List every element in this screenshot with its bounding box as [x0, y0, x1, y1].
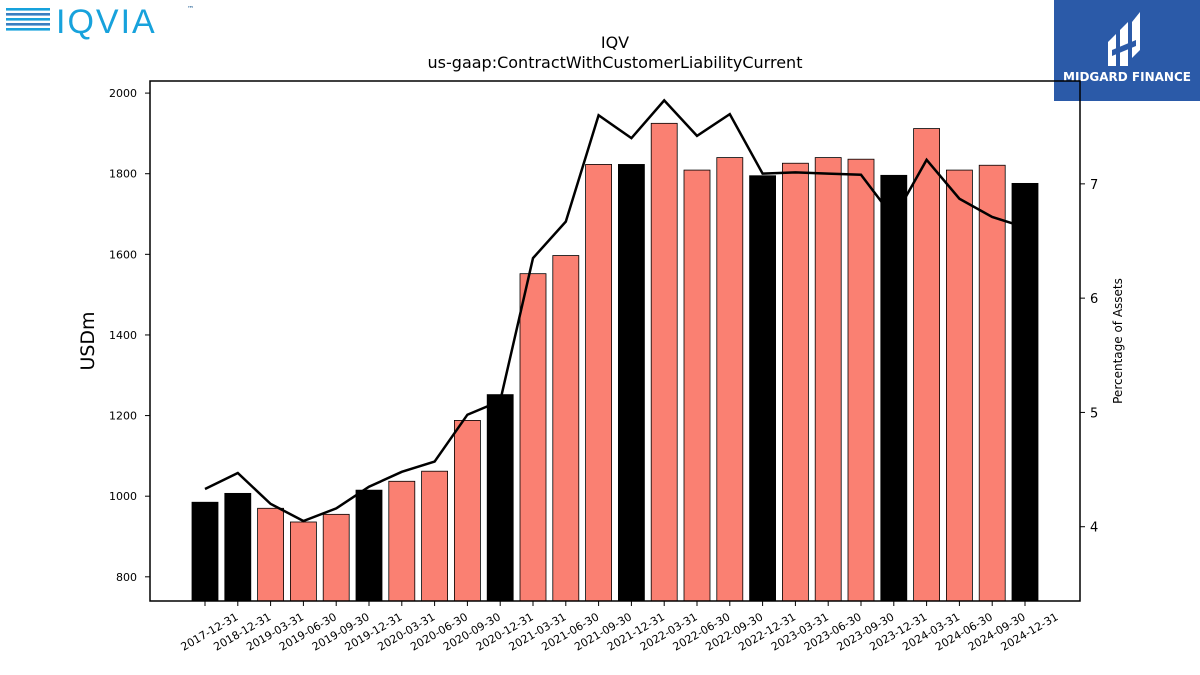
bar-2024-06-30	[946, 169, 973, 602]
bars-group	[191, 122, 1039, 602]
iqvia-lines-icon	[6, 8, 50, 31]
bar-2020-06-30	[421, 470, 449, 602]
iqvia-tm: ™	[187, 5, 194, 13]
bar-2017-12-31	[191, 501, 219, 602]
bar-2024-03-31	[913, 128, 940, 602]
bar-2024-12-31	[1011, 182, 1039, 602]
bar-2023-09-30	[847, 158, 875, 602]
percentage-line	[204, 98, 1026, 523]
line-group	[204, 98, 1026, 523]
bar-2021-06-30	[552, 255, 580, 602]
bar-2018-12-31	[224, 492, 252, 602]
y2-axis-label: Percentage of Assets	[1111, 278, 1125, 404]
bar-2020-09-30	[453, 420, 481, 602]
bar-2024-09-30	[978, 164, 1006, 602]
plot-frame	[149, 80, 1081, 602]
y-axis-label: USDm	[77, 311, 99, 370]
bar-2023-12-31	[880, 174, 908, 602]
y-tick-label: 1800	[109, 168, 137, 181]
y2-tick-label: 5	[1090, 406, 1098, 421]
midgard-emblem-icon: MIDGARD FINANCE	[1063, 12, 1191, 84]
bar-2019-12-31	[355, 489, 383, 602]
bar-2021-03-31	[519, 273, 547, 602]
bar-2022-12-31	[749, 175, 776, 602]
y-tick-label: 1600	[109, 248, 137, 261]
y2-tick-label: 7	[1090, 178, 1098, 193]
bar-2021-09-30	[585, 164, 612, 602]
y2-tick-label: 6	[1090, 292, 1098, 307]
midgard-finance-logo: MIDGARD FINANCE	[1054, 0, 1200, 101]
y-tick-label: 1400	[109, 329, 137, 342]
y-tick-label: 1200	[109, 410, 137, 423]
bar-2021-12-31	[618, 164, 645, 602]
y-tick-label: 2000	[109, 87, 137, 100]
chart-subtitle: us-gaap:ContractWithCustomerLiabilityCur…	[428, 53, 803, 72]
bar-2019-03-31	[257, 507, 285, 602]
bar-2023-03-31	[782, 162, 809, 602]
iqvia-logo-text: IQVIA	[56, 3, 157, 41]
bar-2019-09-30	[322, 513, 350, 602]
y2-tick-label: 4	[1090, 521, 1098, 536]
bar-2023-06-30	[814, 157, 842, 602]
midgard-logo-text: MIDGARD FINANCE	[1063, 70, 1191, 84]
chart-title: IQV	[601, 33, 629, 52]
bar-2019-06-30	[289, 521, 317, 602]
iqvia-logo: IQVIA ™	[6, 3, 194, 41]
bar-2020-12-31	[486, 394, 514, 602]
y-tick-label: 800	[116, 571, 137, 584]
bar-2022-06-30	[683, 169, 711, 602]
y-tick-label: 1000	[109, 490, 137, 503]
bar-2022-09-30	[716, 157, 744, 602]
bar-2022-03-31	[650, 122, 678, 602]
bar-2020-03-31	[388, 480, 416, 602]
